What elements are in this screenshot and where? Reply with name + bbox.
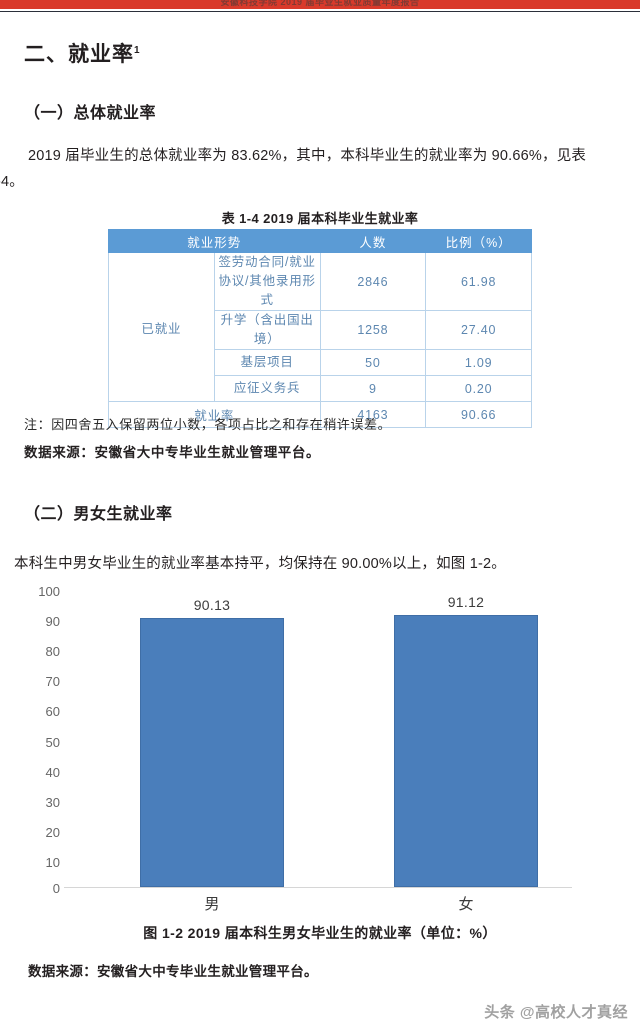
table-cell-form: 升学（含出国出境） — [213, 310, 321, 350]
table-head: 就业形势 人数 比例（%） — [108, 229, 532, 253]
table-cell-count: 50 — [319, 349, 427, 376]
document-page: 二、就业率1 （一）总体就业率 2019 届毕业生的总体就业率为 83.62%，… — [0, 13, 640, 1022]
y-axis-tick-30: 30 — [45, 795, 60, 810]
page-title-text: 二、就业率 — [24, 43, 134, 66]
table-caption: 表 1-4 2019 届本科毕业生就业率 — [221, 211, 419, 226]
bar-value-female: 91.12 — [447, 594, 485, 610]
paragraph-gender: 本科生中男女毕业生的就业率基本持平，均保持在 90.00%以上，如图 1-2。 — [14, 556, 506, 572]
y-axis-tick-70: 70 — [45, 674, 60, 689]
footnote-marker: 1 — [134, 45, 141, 56]
y-axis-tick-100: 100 — [38, 584, 60, 599]
banner-title: 安徽科技学院 2019 届毕业生就业质量年度报告 — [220, 0, 420, 7]
table-cell-pct: 27.40 — [425, 310, 532, 350]
x-axis-label-male: 男 — [204, 896, 220, 913]
figure-caption: 图 1-2 2019 届本科生男女毕业生的就业率（单位：%） — [143, 925, 497, 941]
table-cell-count: 2846 — [319, 252, 427, 311]
table-header-form: 就业形势 — [108, 229, 321, 253]
table-note: 注：因四舍五入保留两位小数，各项占比之和存在稍许误差。 — [24, 417, 392, 432]
employment-table: 就业形势 人数 比例（%） 已就业 签劳动合同/就业协议/其他录用形式 2846… — [108, 229, 532, 428]
banner-divider — [0, 11, 640, 12]
table-body: 已就业 签劳动合同/就业协议/其他录用形式 2846 61.98 升学（含出国出… — [108, 252, 532, 428]
x-axis-baseline — [64, 887, 572, 888]
y-axis-tick-50: 50 — [45, 735, 60, 750]
bar-value-male: 90.13 — [193, 597, 231, 613]
table-cell-total-label: 就业率 — [108, 401, 321, 428]
bar-female[interactable] — [394, 615, 538, 887]
table-header-pct: 比例（%） — [425, 229, 532, 253]
y-axis-tick-20: 20 — [45, 825, 60, 840]
table-header-row: 就业形势 人数 比例（%） — [108, 229, 532, 253]
table-cell-count: 9 — [319, 375, 427, 402]
bar-male[interactable] — [140, 618, 284, 887]
table-row: 已就业 签劳动合同/就业协议/其他录用形式 2846 61.98 — [108, 252, 532, 402]
table-row: 基层项目 50 1.09 — [109, 349, 532, 376]
employment-table-wrapper: 就业形势 人数 比例（%） 已就业 签劳动合同/就业协议/其他录用形式 2846… — [108, 229, 532, 428]
table-header-count: 人数 — [319, 229, 427, 253]
y-axis-tick-10: 10 — [45, 855, 60, 870]
table-cell-group-label: 已就业 — [108, 252, 215, 402]
paragraph-overall-line1: 2019 届毕业生的总体就业率为 83.62%，其中，本科毕业生的就业率为 90… — [28, 148, 587, 164]
table-row: 升学（含出国出境） 1258 27.40 — [109, 310, 532, 350]
table-cell-pct: 1.09 — [425, 349, 532, 376]
table-cell-form: 应征义务兵 — [213, 375, 321, 402]
table-cell-total-count: 4163 — [319, 401, 427, 428]
table-total-row: 就业率 4163 90.66 — [108, 401, 532, 428]
banner-red-bar — [0, 0, 640, 9]
table-cell-total-pct: 90.66 — [425, 401, 532, 428]
paragraph-overall-line2: -4。 — [0, 174, 24, 190]
y-axis-tick-40: 40 — [45, 765, 60, 780]
gender-employment-bar-chart: 100 90 80 70 60 50 40 30 20 10 0 90.13 男… — [0, 584, 640, 913]
table-cell-count: 1258 — [319, 310, 427, 350]
table-row: 应征义务兵 9 0.20 — [109, 375, 532, 402]
y-axis-tick-0: 0 — [52, 881, 60, 896]
table-source: 数据来源：安徽省大中专毕业生就业管理平台。 — [24, 445, 321, 460]
table-cell-form: 签劳动合同/就业协议/其他录用形式 — [213, 252, 321, 311]
table-cell-pct: 0.20 — [425, 375, 532, 402]
y-axis-tick-80: 80 — [45, 644, 60, 659]
subsection-heading-overall: （一）总体就业率 — [24, 105, 157, 122]
page-title: 二、就业率1 — [24, 38, 141, 68]
y-axis-tick-90: 90 — [45, 614, 60, 629]
table-cell-form: 基层项目 — [213, 349, 321, 376]
subsection-heading-gender: （二）男女生就业率 — [24, 506, 173, 523]
figure-source: 数据来源：安徽省大中专毕业生就业管理平台。 — [28, 964, 318, 979]
x-axis-label-female: 女 — [458, 896, 474, 913]
page-top-banner: 安徽科技学院 2019 届毕业生就业质量年度报告 — [0, 0, 640, 12]
watermark: 头条 @高校人才真经 — [484, 1004, 628, 1021]
y-axis-tick-60: 60 — [45, 704, 60, 719]
table-cell-pct: 61.98 — [425, 252, 532, 311]
